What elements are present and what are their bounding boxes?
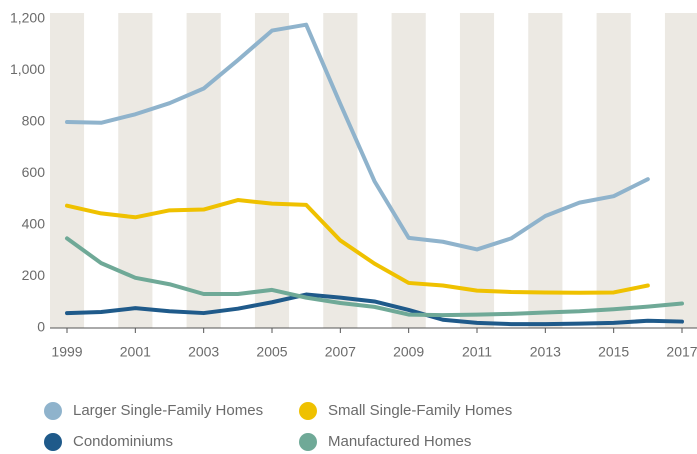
x-tick-label: 2005: [256, 344, 287, 360]
x-tick-label: 2015: [598, 344, 629, 360]
band: [323, 13, 358, 328]
x-tick-label: 2011: [462, 344, 492, 360]
legend: Larger Single-Family Homes Small Single-F…: [44, 402, 512, 451]
y-tick-label: 200: [22, 267, 46, 283]
band: [254, 13, 290, 328]
band: [528, 13, 563, 328]
band: [118, 13, 153, 328]
x-tick-label: 2007: [325, 344, 356, 360]
band: [664, 13, 697, 328]
y-tick-label: 800: [22, 113, 46, 129]
x-tick-label: 2013: [530, 344, 561, 360]
legend-swatch: [44, 402, 62, 420]
legend-label: Small Single-Family Homes: [328, 402, 512, 419]
series-line: [65, 292, 684, 327]
legend-swatch: [299, 402, 317, 420]
series-line: [65, 22, 650, 252]
y-tick-label: 600: [22, 164, 46, 180]
y-tick-label: 1,000: [10, 61, 45, 77]
series-line: [65, 198, 650, 295]
band: [186, 13, 221, 328]
legend-label: Larger Single-Family Homes: [73, 402, 263, 419]
legend-swatch: [44, 433, 62, 451]
legend-label: Condominiums: [73, 433, 173, 450]
band: [459, 13, 495, 328]
band: [596, 13, 631, 328]
y-tick-label: 1,200: [10, 10, 45, 26]
x-tick-label: 2001: [120, 344, 151, 360]
x-tick-label: 2009: [393, 344, 424, 360]
x-tick-label: 2017: [666, 344, 697, 360]
legend-label: Manufactured Homes: [328, 433, 471, 450]
series-line: [65, 236, 684, 318]
y-tick-label: 0: [37, 319, 45, 335]
x-tick-label: 1999: [51, 344, 82, 360]
y-tick-label: 400: [22, 216, 46, 232]
x-tick-label: 2003: [188, 344, 219, 360]
band: [50, 13, 85, 328]
legend-swatch: [299, 433, 317, 451]
